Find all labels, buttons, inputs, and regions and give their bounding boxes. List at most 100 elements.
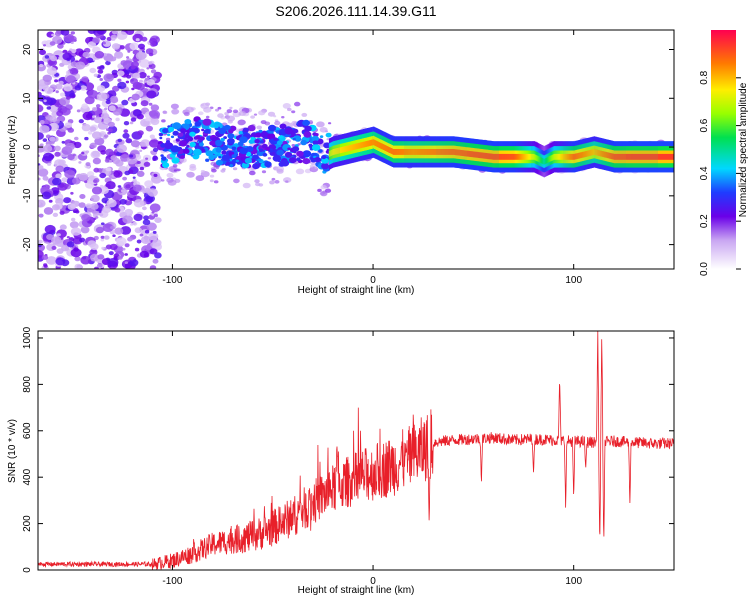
spectrogram-band-cell (493, 153, 495, 160)
spectrogram-noise-cell (70, 41, 74, 44)
spectrogram-noise-cell (132, 176, 136, 179)
spectrogram-noise-cell (114, 207, 121, 213)
spectrogram-noise-cell (68, 168, 72, 171)
spectrogram-noise-cell (38, 213, 44, 218)
spectrogram-band-cell (392, 148, 394, 155)
spectrogram-noise-cell (146, 79, 155, 86)
spectrogram-halo-cell (215, 167, 219, 170)
spectrogram-noise-cell (130, 117, 137, 122)
spectrogram-band-cell (388, 146, 390, 153)
spectrogram-noise-cell (95, 226, 104, 234)
spectrogram-noise-cell (38, 168, 49, 177)
spectrogram-noise-cell (105, 148, 114, 156)
spectrogram-halo-cell (276, 168, 284, 174)
spectrogram-halo-cell (267, 157, 272, 160)
spectrogram-noise-cell (80, 226, 90, 234)
spectrogram-signal-cell (312, 140, 319, 145)
spectrogram-band-cell (647, 153, 650, 160)
spectrogram-band-cell (386, 145, 388, 152)
spectrogram-band-cell (410, 149, 412, 155)
spectrogram-noise-cell (87, 165, 91, 169)
spectrogram-signal-cell (235, 159, 240, 163)
spectrogram-signal-cell (223, 124, 231, 131)
spectrogram-halo-cell (200, 103, 204, 106)
spectrogram-noise-cell (74, 256, 81, 262)
spectrogram-signal-cell (203, 129, 210, 134)
spectrogram-band-cell (642, 153, 645, 160)
spectrogram-band-cell (406, 149, 408, 155)
spectrogram-noise-cell (58, 80, 64, 85)
spectrogram-noise-cell (146, 67, 150, 70)
spectrogram-band-cell (637, 153, 640, 160)
spectrogram-band-cell (342, 146, 344, 153)
spectrogram-noise-cell (43, 207, 54, 215)
spectrogram-band-cell (423, 149, 425, 155)
spectrogram-noise-cell (137, 161, 141, 164)
spectrogram-noise-cell (91, 186, 103, 195)
spectrogram-signal-cell (209, 140, 216, 146)
spectrogram-noise-cell (121, 189, 125, 193)
spectrogram-noise-cell (140, 100, 149, 107)
spectrogram-noise-cell (121, 99, 129, 106)
spectrogram-signal-cell (189, 141, 196, 148)
spectrogram-band-cell (329, 150, 332, 157)
spectrogram-band-cell (460, 149, 462, 156)
spectrogram-band-cell (477, 151, 479, 158)
spectrogram-band-cell (589, 150, 592, 156)
spectrogram-signal-cell (218, 156, 222, 159)
spectrogram-band-cell (413, 149, 415, 155)
spectrogram-band-cell (354, 143, 356, 150)
spectrogram-band-cell (367, 140, 369, 147)
spectrogram-signal-cell (321, 162, 330, 170)
spectrogram-signal-cell (311, 135, 319, 142)
spectrogram-signal-cell (231, 146, 237, 151)
spectrogram-band-cell (339, 147, 342, 154)
spectrogram-noise-cell (107, 258, 119, 267)
spectrogram-band-cell (577, 152, 580, 159)
spectrogram-band-cell (476, 151, 478, 158)
spectrogram-band-cell (373, 139, 375, 146)
spectrogram-band-cell (467, 150, 469, 157)
spectrogram-signal-cell (230, 151, 235, 155)
spectrogram-signal-cell (182, 148, 190, 154)
spectrogram-band-cell (489, 153, 491, 160)
spectrogram-band-cell (336, 148, 339, 154)
colorbar-tick-label: 0.0 (699, 262, 710, 276)
spectrogram-noise-cell (119, 45, 125, 50)
spectrogram-signal-cell (273, 137, 278, 141)
spectrogram-noise-cell (152, 230, 157, 234)
spectrogram-noise-cell (122, 132, 130, 139)
snr-x-label: Height of straight line (km) (298, 585, 415, 596)
spectrogram-noise-cell (78, 202, 86, 208)
spectrogram-band-cell (548, 156, 550, 163)
spectrogram-noise-cell (148, 232, 159, 241)
spectrogram-band-cell (572, 153, 575, 160)
spectrogram-band-cell (586, 150, 589, 157)
spectrogram-band-cell (665, 153, 667, 160)
spectrogram-noise-cell (61, 230, 66, 234)
spectrogram-noise-cell (146, 90, 157, 99)
spectrogram-band-cell (368, 140, 370, 147)
spectrogram-noise-cell (125, 138, 133, 144)
spectrogram-noise-cell (129, 259, 139, 267)
spectrogram-band-cell (664, 153, 666, 160)
spectrogram-band-cell (407, 149, 409, 155)
spectrogram-signal-cell (276, 149, 285, 156)
spectrogram-band-cell (547, 156, 549, 163)
spectrogram-halo-cell (294, 101, 301, 107)
spectrogram-noise-cell (93, 73, 98, 78)
spectrogram-band-cell (475, 151, 477, 158)
spectrogram-noise-cell (99, 213, 104, 217)
spectrogram-band-cell (535, 154, 537, 161)
spectrogram-band-cell (627, 153, 630, 160)
spectrogram-band-cell (399, 149, 401, 155)
spectrogram-band-cell (438, 149, 440, 155)
spectrogram-band-cell (483, 152, 485, 159)
spectrogram-noise-cell (66, 241, 75, 248)
spectrogram-noise-cell (150, 150, 155, 154)
spectrogram-band-cell (667, 153, 669, 160)
spectrogram-noise-cell (96, 85, 106, 92)
spectrogram-noise-cell (56, 110, 64, 117)
spectrogram-noise-cell (39, 143, 44, 147)
spectrogram-noise-cell (47, 162, 52, 166)
